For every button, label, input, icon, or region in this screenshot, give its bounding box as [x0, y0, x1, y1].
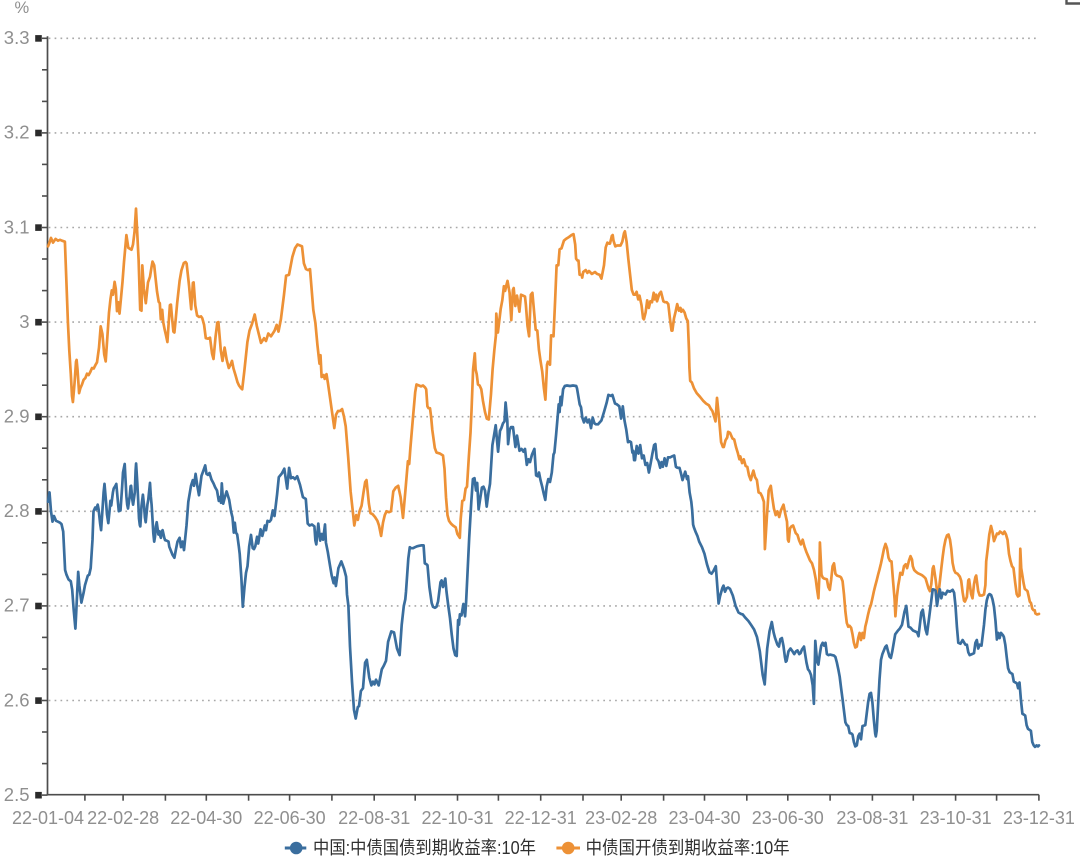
svg-text:23-04-30: 23-04-30: [668, 808, 740, 828]
svg-text:22-06-30: 22-06-30: [254, 808, 326, 828]
svg-text:22-12-31: 22-12-31: [505, 808, 577, 828]
svg-text:3: 3: [19, 311, 29, 332]
svg-text:3.3: 3.3: [4, 27, 30, 48]
svg-text:23-12-31: 23-12-31: [1003, 808, 1075, 828]
svg-text:2.8: 2.8: [4, 500, 30, 521]
svg-text:23-10-31: 23-10-31: [920, 808, 992, 828]
svg-text:中债国开债到期收益率:10年: 中债国开债到期收益率:10年: [586, 838, 790, 858]
svg-text:2.7: 2.7: [4, 595, 30, 616]
svg-text:23-06-30: 23-06-30: [752, 808, 824, 828]
svg-text:2.6: 2.6: [4, 689, 30, 710]
svg-text:中国:中债国债到期收益率:10年: 中国:中债国债到期收益率:10年: [313, 838, 536, 858]
svg-text:%: %: [15, 0, 30, 17]
svg-text:3.2: 3.2: [4, 122, 30, 143]
svg-text:22-04-30: 22-04-30: [170, 808, 242, 828]
svg-text:22-01-04: 22-01-04: [12, 808, 84, 828]
svg-text:22-08-31: 22-08-31: [338, 808, 410, 828]
svg-text:23-08-31: 23-08-31: [836, 808, 908, 828]
svg-text:22-02-28: 22-02-28: [87, 808, 159, 828]
svg-text:2.9: 2.9: [4, 406, 30, 427]
svg-text:23-02-28: 23-02-28: [585, 808, 657, 828]
svg-text:22-10-31: 22-10-31: [421, 808, 493, 828]
svg-text:3.1: 3.1: [4, 216, 30, 237]
svg-text:2.5: 2.5: [4, 784, 30, 805]
